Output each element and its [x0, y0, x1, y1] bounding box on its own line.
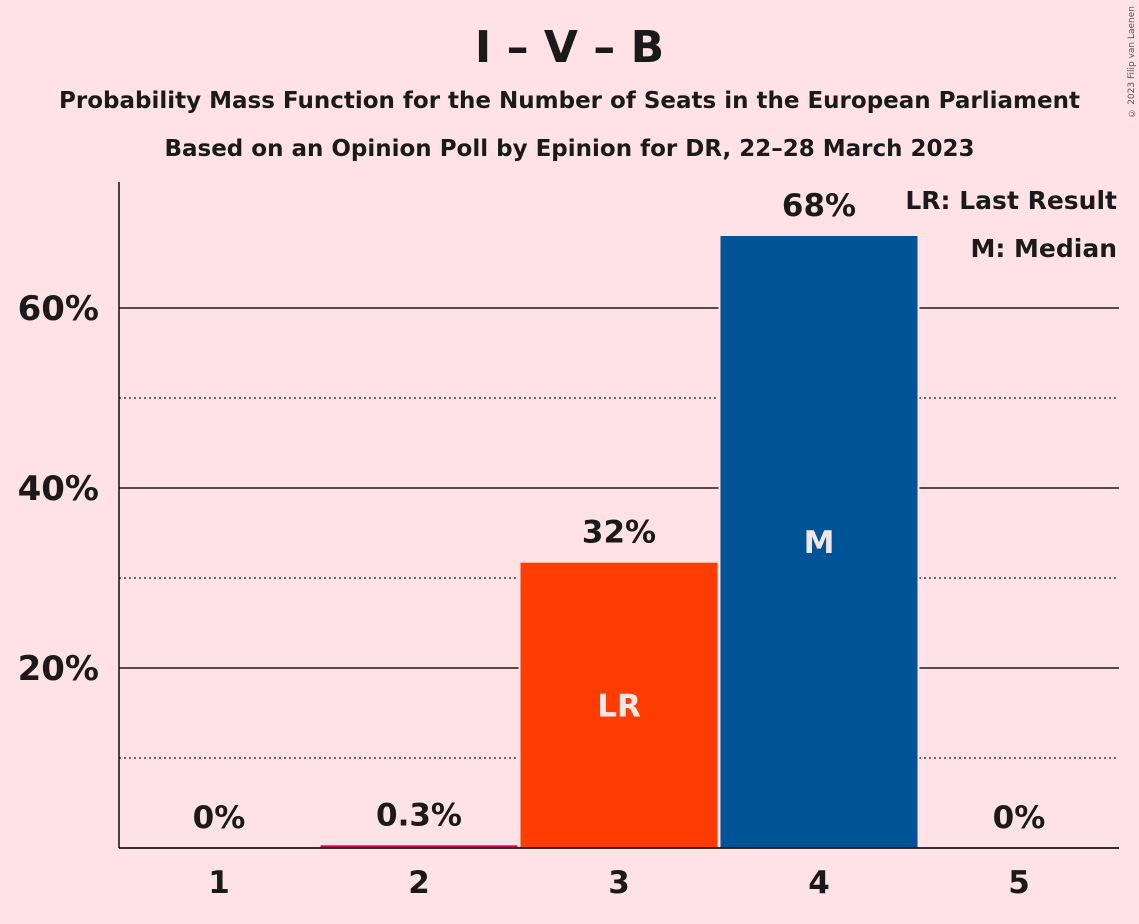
data-label: 0.3%: [376, 797, 462, 833]
x-tick-label: 3: [608, 865, 630, 901]
bar-seat-3: [520, 562, 718, 848]
x-tick-label: 4: [808, 865, 830, 901]
chart-subtitle: Probability Mass Function for the Number…: [59, 88, 1080, 114]
legend-median: M: Median: [970, 234, 1117, 263]
x-tick-label: 5: [1008, 865, 1030, 901]
x-tick-label: 1: [208, 865, 230, 901]
bar-marker-m: M: [804, 525, 835, 561]
chart-title: I – V – B: [474, 22, 665, 73]
data-label: 0%: [993, 800, 1046, 836]
data-label: 0%: [193, 800, 246, 836]
bar-marker-lr: LR: [597, 688, 641, 724]
bar-seat-4: [720, 236, 918, 848]
data-label: 32%: [582, 515, 656, 551]
x-tick-label: 2: [408, 865, 430, 901]
chart-subtitle-poll: Based on an Opinion Poll by Epinion for …: [164, 136, 975, 162]
y-tick-label: 20%: [18, 649, 99, 689]
y-tick-label: 40%: [18, 469, 99, 509]
bar-seat-2: [320, 845, 518, 848]
legend-last-result: LR: Last Result: [905, 186, 1117, 215]
y-tick-label: 60%: [18, 289, 99, 329]
data-label: 68%: [782, 188, 856, 224]
